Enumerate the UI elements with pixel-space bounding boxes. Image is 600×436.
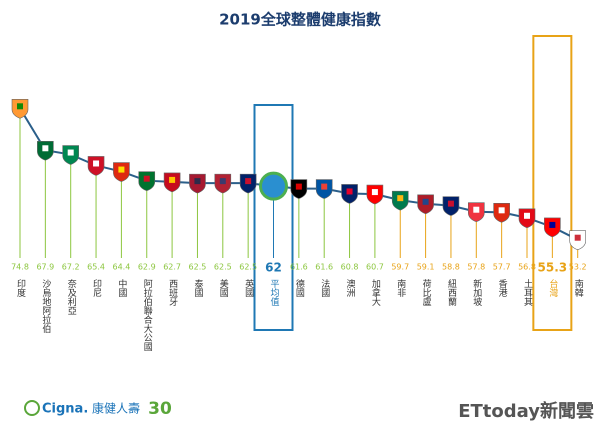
flag-detail xyxy=(321,183,328,190)
brand-logo xyxy=(24,400,40,416)
value-label: 65.4 xyxy=(87,263,105,272)
value-label: 62.5 xyxy=(189,263,207,272)
marker-globe xyxy=(259,171,288,201)
value-label: 56.8 xyxy=(518,263,536,272)
value-label: 62.5 xyxy=(214,263,232,272)
value-label: 57.8 xyxy=(467,263,485,272)
category-label: 平均值 xyxy=(269,279,280,306)
flag-detail xyxy=(93,160,100,167)
category-label: 加拿大 xyxy=(370,279,381,307)
value-label: 60.7 xyxy=(366,263,384,272)
category-label: 印度 xyxy=(15,278,26,298)
flag-detail xyxy=(17,103,23,110)
flag-detail xyxy=(67,149,74,156)
brand-cn: 康健人壽 xyxy=(92,401,140,416)
flag-detail xyxy=(143,175,150,182)
value-label: 67.9 xyxy=(36,263,54,272)
category-label: 阿拉伯聯合大公國 xyxy=(142,279,153,352)
brand: Cigna. xyxy=(42,402,88,417)
category-label: 奈及利亞 xyxy=(66,278,77,315)
flag-detail xyxy=(371,189,378,196)
value-label: 58.8 xyxy=(442,263,460,272)
value-label: 60.8 xyxy=(341,263,359,272)
value-label: 59.7 xyxy=(391,263,409,272)
category-label: 印尼 xyxy=(91,278,102,298)
category-label: 荷比盧 xyxy=(421,279,432,307)
flag-detail xyxy=(397,195,404,202)
flag-detail xyxy=(473,206,480,213)
flag-detail xyxy=(169,176,176,183)
category-label: 南韓 xyxy=(573,278,584,298)
category-label: 德國 xyxy=(294,278,305,298)
value-label: 55.3 xyxy=(538,261,568,275)
flag-detail xyxy=(118,166,125,173)
value-label: 74.8 xyxy=(11,263,29,272)
flag-detail xyxy=(42,145,49,152)
value-label: 67.2 xyxy=(62,263,80,272)
category-label: 沙烏地阿拉伯 xyxy=(40,279,51,334)
flag-detail xyxy=(574,234,581,241)
flag-detail xyxy=(524,212,530,219)
category-label: 泰國 xyxy=(192,278,203,298)
flag-detail xyxy=(549,221,556,228)
value-label: 61.6 xyxy=(290,263,308,272)
category-label: 台灣 xyxy=(547,278,558,298)
category-label: 中國 xyxy=(116,278,127,298)
highlight-box xyxy=(532,35,573,331)
category-label: 新加坡 xyxy=(471,278,482,307)
category-label: 土耳其 xyxy=(522,278,533,307)
value-label: 61.6 xyxy=(315,263,333,272)
value-label: 62 xyxy=(265,261,282,275)
value-label: 62.7 xyxy=(163,263,181,272)
value-label: 53.2 xyxy=(569,263,587,272)
category-label: 澳洲 xyxy=(345,278,356,297)
watermark: ETtoday新聞雲 xyxy=(458,400,594,422)
flag-detail xyxy=(194,178,201,185)
flag-detail xyxy=(346,188,353,195)
flag-detail xyxy=(295,183,302,190)
flag-detail xyxy=(447,200,454,207)
chart-title: 2019全球整體健康指數 xyxy=(219,11,381,29)
flag-detail xyxy=(498,207,505,214)
value-label: 62.9 xyxy=(138,263,156,272)
category-label: 紐西蘭 xyxy=(446,278,457,307)
category-label: 南非 xyxy=(395,278,406,298)
category-label: 美國 xyxy=(218,278,229,298)
category-label: 香港 xyxy=(497,279,508,297)
value-label: 64.4 xyxy=(112,263,130,272)
flag-detail xyxy=(219,178,226,185)
category-label: 法國 xyxy=(319,278,330,298)
flag-detail xyxy=(422,198,429,205)
category-label: 英國 xyxy=(243,278,254,298)
flag-detail xyxy=(245,178,252,185)
highlight-box xyxy=(253,104,294,331)
value-label: 59.1 xyxy=(417,263,435,272)
category-label: 西班牙 xyxy=(167,279,178,307)
value-label: 57.7 xyxy=(493,263,511,272)
value-label: 62.5 xyxy=(239,263,257,272)
anniversary: 30 xyxy=(148,399,172,419)
